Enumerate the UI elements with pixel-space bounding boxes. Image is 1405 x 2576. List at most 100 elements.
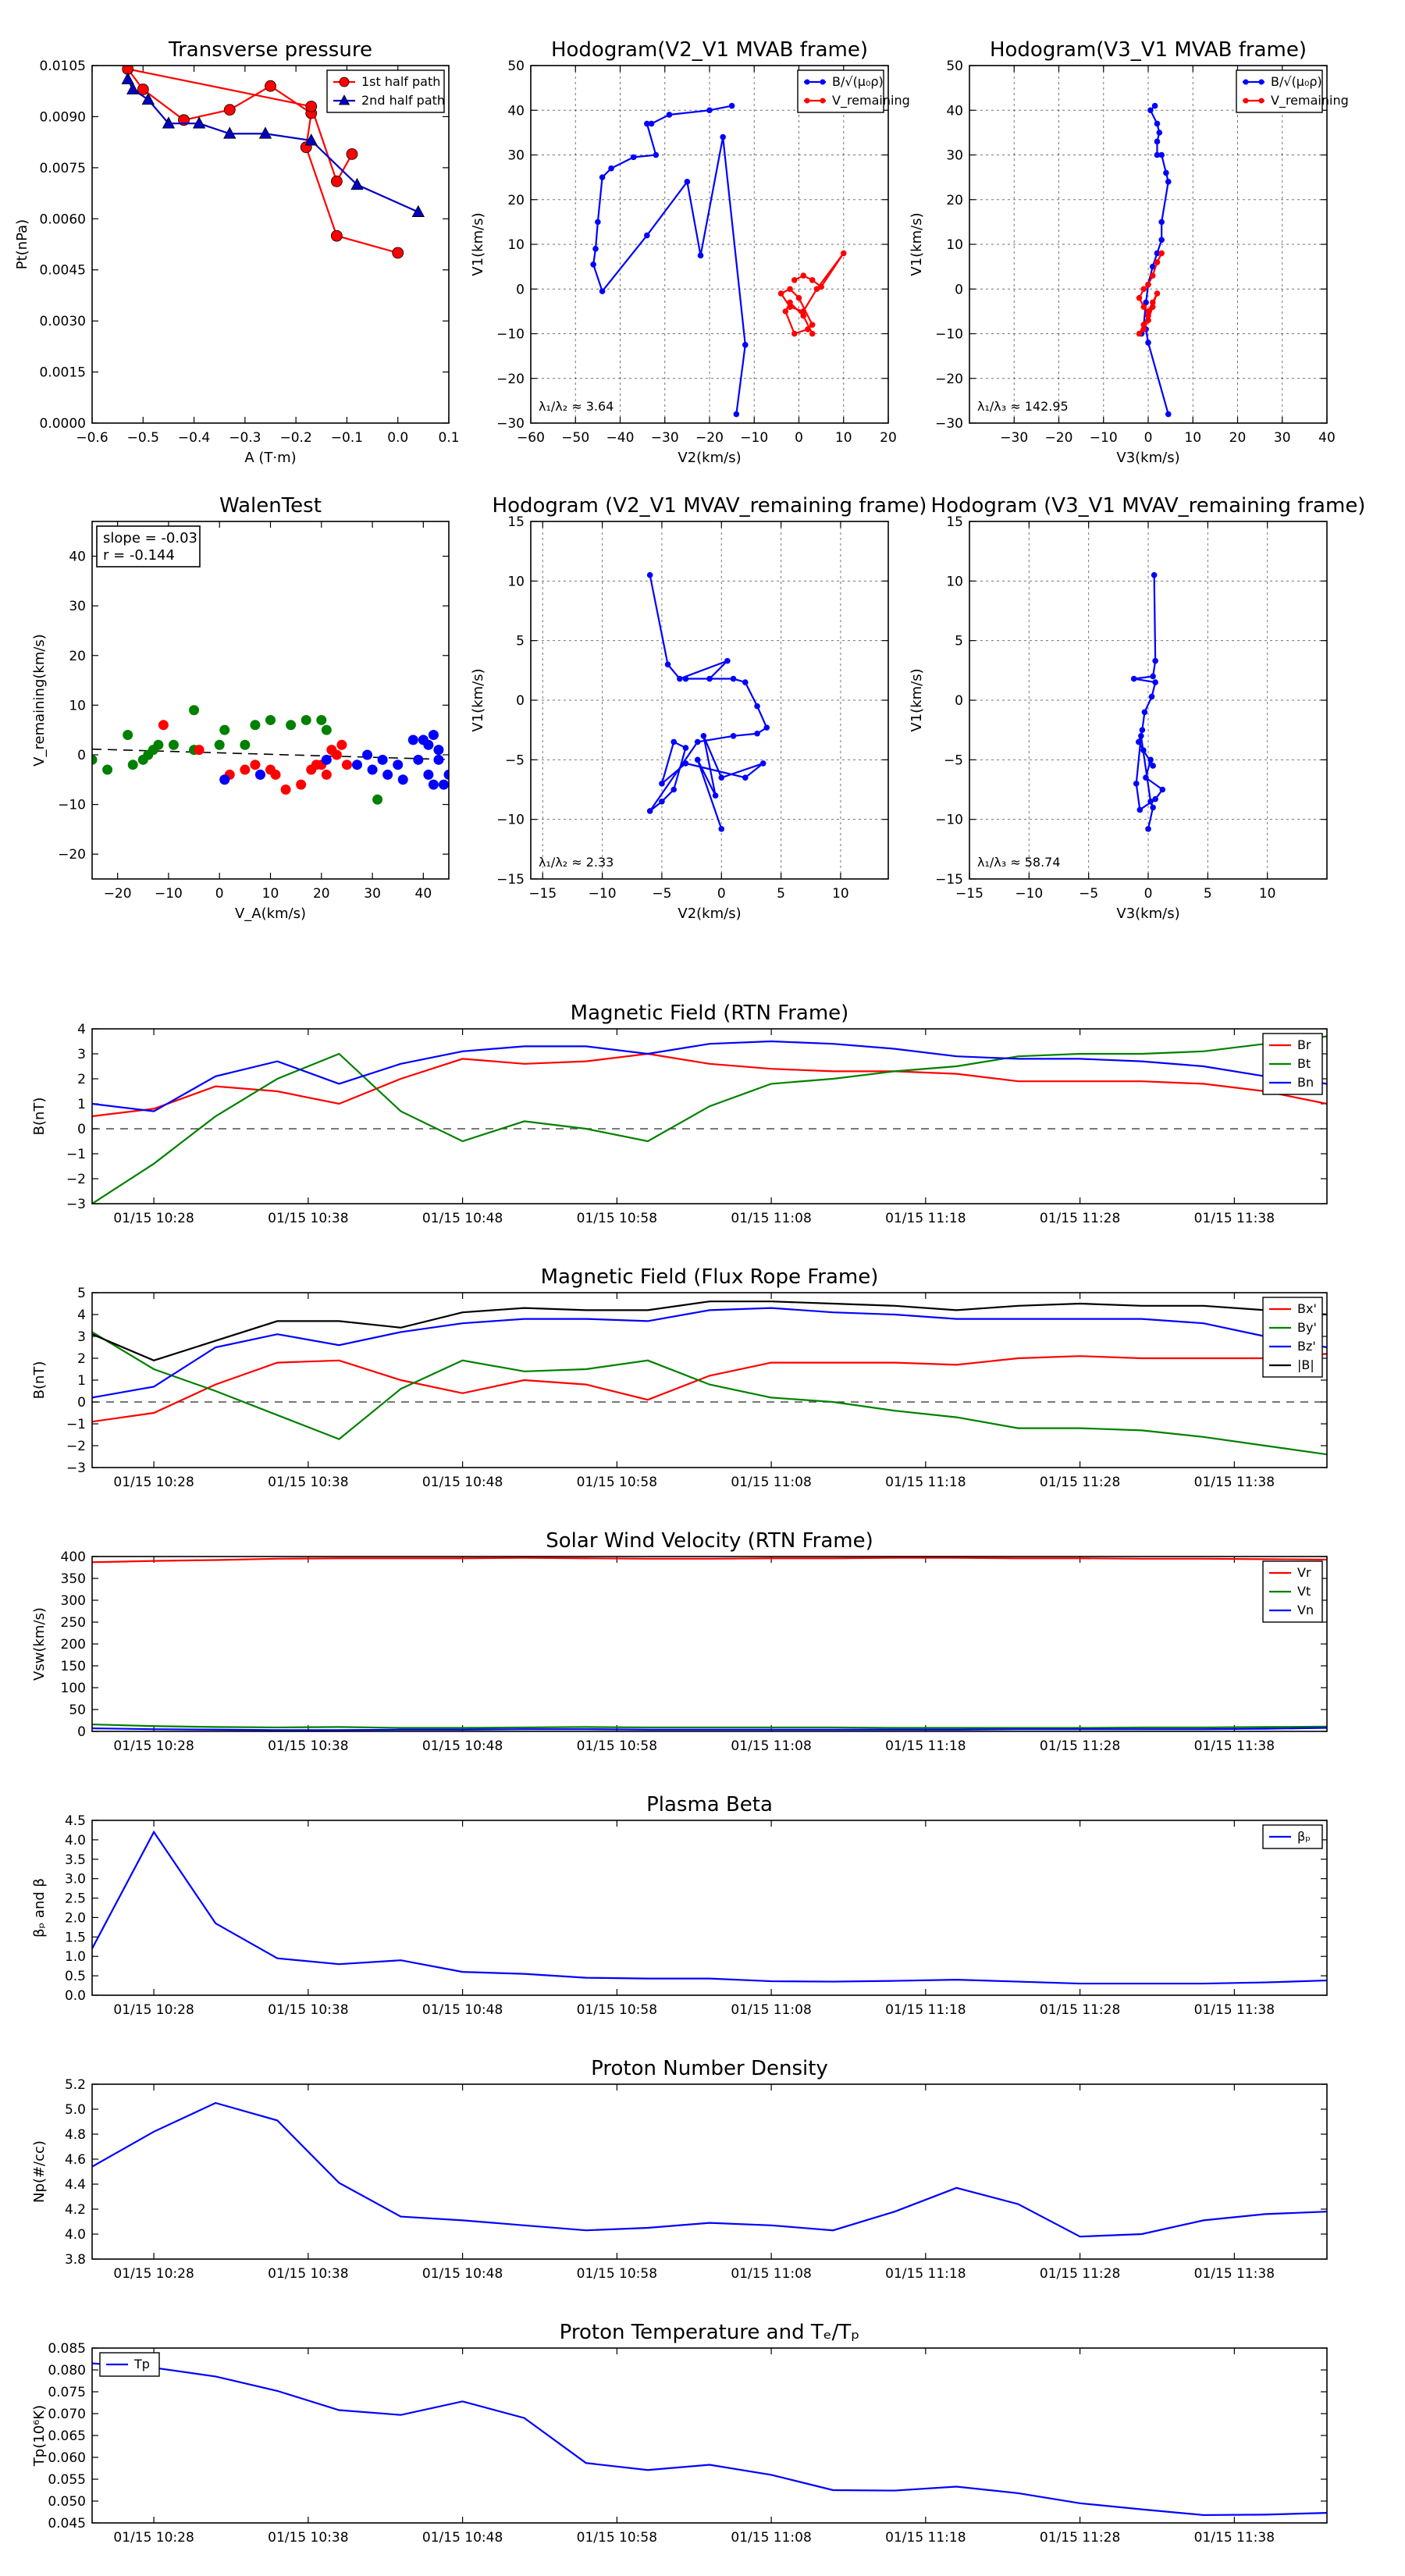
y-tick-label: 0.0015 [40,365,86,381]
y-tick-label: −2 [66,1172,86,1187]
legend-marker [1258,79,1264,85]
y-tick-label: 0.0075 [40,161,86,176]
y-tick-label: 0.0105 [40,59,86,74]
data-point [700,733,707,739]
y-axis-label: V1(km/s) [909,212,925,276]
data-point [331,749,342,760]
legend-label: V_remaining [832,93,910,109]
data-point [1145,281,1151,288]
y-axis-label: V1(km/s) [909,668,925,731]
annotation-line: r = -0.144 [103,547,175,564]
y-tick-label: 5 [516,634,525,649]
y-tick-label: 5.2 [65,2077,86,2093]
data-point [694,756,701,763]
data-point [630,154,637,161]
chart-title: Hodogram(V3_V1 MVAB frame) [990,38,1307,62]
data-point [153,739,164,750]
y-tick-label: 0.0000 [40,416,86,432]
data-point [438,779,449,790]
x-tick-label: 01/15 10:28 [113,1475,194,1490]
data-point [1149,263,1156,270]
data-point [782,308,789,315]
x-tick-label: −40 [606,430,635,446]
legend-marker [338,94,350,105]
data-point [305,100,318,112]
data-point [321,724,332,735]
data-point [682,745,689,751]
data-point [677,675,683,682]
x-tick-label: −20 [104,886,132,902]
data-point [168,739,179,750]
y-tick-label: −10 [58,798,86,813]
x-tick-label: 01/15 11:18 [885,1211,966,1226]
legend: Br Bt Bn [1262,1033,1323,1095]
y-tick-label: 4.4 [65,2177,86,2193]
chart-vel: 01/15 10:28 01/15 10:38 01/15 10:48 01/15 1… [31,1529,1328,1754]
x-tick-label: 01/15 10:38 [268,1738,348,1754]
x-axis-label: V3(km/s) [1116,906,1179,922]
legend: 1st half path 2nd half path [326,69,445,113]
data-point [411,205,425,217]
y-tick-label: 10 [507,574,525,589]
data-point [646,808,653,814]
x-tick-label: 0 [1144,886,1153,902]
x-tick-label: −10 [740,430,768,446]
data-point [697,252,704,259]
x-tick-label: 30 [1274,430,1291,446]
data-point [1145,312,1151,319]
x-tick-label: 01/15 10:58 [577,1475,657,1490]
series-line [779,252,845,335]
data-point [1140,747,1147,753]
y-tick-label: 0.0045 [40,263,86,279]
legend-label: Bt [1297,1056,1311,1071]
data-point [813,286,820,293]
y-axis-label: Pt(nPa) [14,219,30,269]
y-axis-label: V1(km/s) [470,212,486,276]
y-tick-label: 150 [61,1659,86,1674]
data-point [1136,294,1143,301]
data-point [330,175,343,187]
x-tick-label: 0.0 [387,430,408,446]
data-point [336,739,347,750]
series-line [92,1830,1327,1985]
x-tick-label: 01/15 10:28 [113,2266,194,2282]
data-point [1149,272,1156,279]
data-point [1154,290,1161,297]
data-point [301,714,311,725]
legend-box [797,69,884,113]
legend-label: Tp [133,2357,150,2371]
chart-title: Magnetic Field (Flux Rope Frame) [541,1265,879,1289]
series-line [92,1300,1327,1361]
y-axis-label: Np(#/cc) [31,2140,48,2203]
axes-frame [530,65,889,424]
data-point [644,120,650,127]
x-tick-label: 01/15 11:38 [1194,2530,1275,2546]
y-axis-label: V1(km/s) [470,668,486,731]
x-tick-label: 20 [880,430,897,446]
data-point [1151,571,1158,578]
y-tick-label: 0.0030 [40,314,86,329]
data-point [362,749,373,760]
x-tick-label: −20 [1045,430,1073,446]
y-tick-label: 4.0 [65,2227,86,2243]
data-point [1150,804,1156,811]
legend-marker [804,98,810,104]
plot-area [92,1557,1327,1731]
series-line [92,1035,1327,1204]
x-tick-label: 10 [835,430,852,446]
y-tick-label: 0.0060 [40,212,86,227]
y-tick-label: 50 [946,59,963,74]
y-tick-label: 3.0 [65,1872,86,1888]
legend: Bx' By' Bz' |B| [1262,1297,1323,1378]
x-tick-label: 0 [795,430,803,446]
data-point [1148,693,1155,700]
x-axis-label: A (T·m) [244,450,296,466]
data-point [800,308,807,315]
y-tick-label: 50 [507,59,525,74]
data-point [123,730,133,741]
y-tick-label: −1 [66,1417,86,1432]
annotation-text: λ₁/λ₃ ≈ 58.74 [977,855,1061,870]
y-tick-label: 0.085 [48,2341,86,2357]
series-line [92,1723,1327,1729]
data-point [682,675,689,682]
